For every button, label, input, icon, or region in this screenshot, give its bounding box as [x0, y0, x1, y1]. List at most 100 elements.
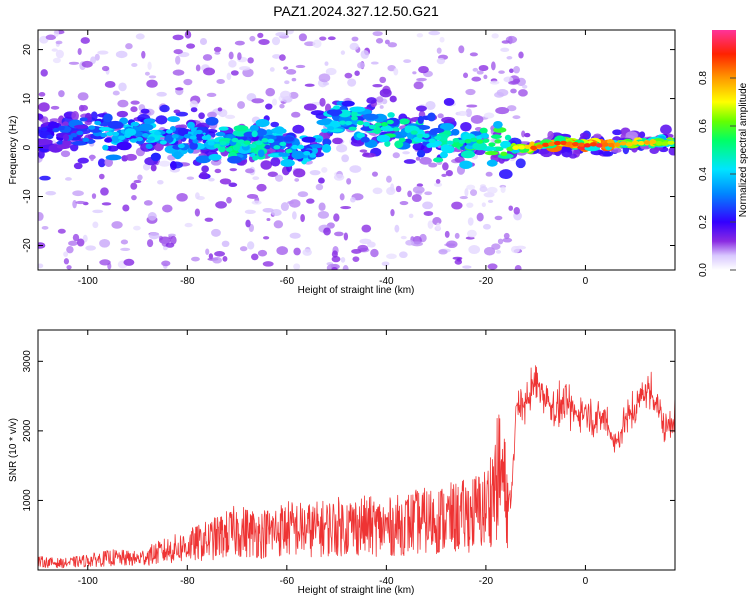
y-tick-label: 10	[22, 93, 33, 105]
heatmap-cell	[265, 87, 276, 97]
heatmap-cell	[199, 38, 208, 46]
heatmap-cell	[416, 133, 424, 139]
heatmap-cell	[318, 202, 326, 211]
heatmap-cell	[173, 151, 183, 160]
heatmap-cell	[92, 221, 99, 229]
heatmap-cell	[285, 30, 294, 35]
heatmap-cell	[436, 47, 442, 54]
colorbar-ticks: 0.0 0.2 0.4 0.6 0.8	[698, 71, 736, 277]
heatmap-cell	[162, 204, 173, 213]
heatmap-cell	[291, 111, 301, 118]
heatmap-cell	[148, 75, 157, 79]
heatmap-cell	[482, 223, 491, 230]
heatmap-cell	[484, 150, 499, 156]
heatmap-cell	[207, 111, 217, 119]
heatmap-cell	[52, 127, 60, 133]
heatmap-cell	[208, 177, 215, 182]
heatmap-cell	[111, 135, 120, 144]
heatmap-cell	[513, 207, 520, 215]
heatmap-cell	[324, 61, 329, 66]
heatmap-cell	[410, 130, 418, 135]
heatmap-cell	[170, 160, 177, 171]
heatmap-cell	[510, 88, 517, 94]
heatmap-cell	[245, 209, 252, 214]
heatmap-cell	[422, 201, 434, 210]
heatmap-cell	[508, 68, 514, 74]
heatmap-cell	[145, 143, 153, 150]
heatmap-cell	[372, 31, 383, 37]
heatmap-cell	[228, 51, 234, 60]
heatmap-cell	[189, 141, 198, 150]
heatmap-cell	[304, 41, 316, 47]
heatmap-cell	[427, 112, 436, 122]
heatmap-cell	[471, 76, 482, 82]
heatmap-cell	[508, 205, 514, 211]
heatmap-cell	[195, 192, 200, 200]
heatmap-cell	[103, 113, 113, 123]
heatmap-cell	[255, 140, 263, 146]
heatmap-cell	[506, 105, 517, 112]
heatmap-cell	[247, 241, 255, 250]
heatmap-cell	[458, 45, 465, 54]
heatmap-cell	[130, 100, 140, 105]
x-tick-label: -20	[479, 276, 494, 287]
heatmap-cell	[463, 72, 469, 79]
heatmap-cell	[94, 120, 102, 126]
heatmap-cell	[326, 109, 343, 116]
heatmap-cell	[297, 191, 309, 198]
heatmap-cell	[270, 121, 280, 128]
heatmap-cell	[331, 267, 338, 270]
heatmap-cell	[38, 263, 44, 269]
heatmap-cell	[476, 139, 484, 144]
heatmap-cell	[38, 113, 44, 120]
heatmap-cell	[258, 38, 270, 45]
x-tick-label: -40	[379, 576, 394, 587]
heatmap-cell	[270, 157, 281, 167]
heatmap-cell	[323, 227, 331, 236]
heatmap-cell	[493, 120, 503, 129]
heatmap-cell	[285, 69, 297, 75]
heatmap-cell	[470, 137, 478, 143]
heatmap-cell	[412, 186, 425, 194]
heatmap-cell	[487, 263, 498, 270]
heatmap-cell	[279, 103, 285, 109]
heatmap-cell	[493, 127, 507, 133]
heatmap-cell	[237, 101, 246, 109]
heatmap-cell	[97, 50, 109, 55]
heatmap-cell	[331, 255, 341, 263]
heatmap-cell	[321, 128, 329, 133]
heatmap-cell	[229, 168, 237, 172]
heatmap-cell	[157, 179, 164, 185]
heatmap-cell	[68, 61, 80, 65]
snr-x-ticks: -100 -80 -60 -40 -20 0	[78, 330, 589, 587]
heatmap-cell	[480, 132, 489, 139]
heatmap-cell	[285, 149, 293, 154]
heatmap-cell	[348, 126, 357, 131]
heatmap-cell	[189, 100, 199, 109]
heatmap-cell	[155, 115, 168, 125]
heatmap-cell	[207, 141, 215, 146]
heatmap-cell	[379, 88, 392, 98]
heatmap-cell	[251, 253, 259, 261]
heatmap-cell	[491, 243, 501, 250]
heatmap-cell	[304, 83, 315, 87]
heatmap-cell	[398, 137, 406, 143]
heatmap-cell	[441, 173, 447, 178]
heatmap-cell	[438, 249, 448, 255]
heatmap-cell	[343, 232, 349, 241]
colorbar-tick-label: 0.2	[698, 215, 709, 229]
heatmap-cell	[309, 153, 317, 158]
x-tick-label: -100	[78, 576, 98, 587]
heatmap-cell	[91, 193, 97, 199]
heatmap-cell	[273, 220, 284, 229]
heatmap-cell	[131, 194, 137, 201]
heatmap-cell	[289, 232, 301, 239]
heatmap-cell	[384, 140, 391, 147]
heatmap-cell	[360, 50, 370, 59]
heatmap-cell	[199, 171, 209, 180]
heatmap-cell	[395, 185, 402, 193]
heatmap-cell	[352, 256, 360, 262]
heatmap-cell	[368, 124, 376, 130]
heatmap-cell	[39, 175, 51, 181]
